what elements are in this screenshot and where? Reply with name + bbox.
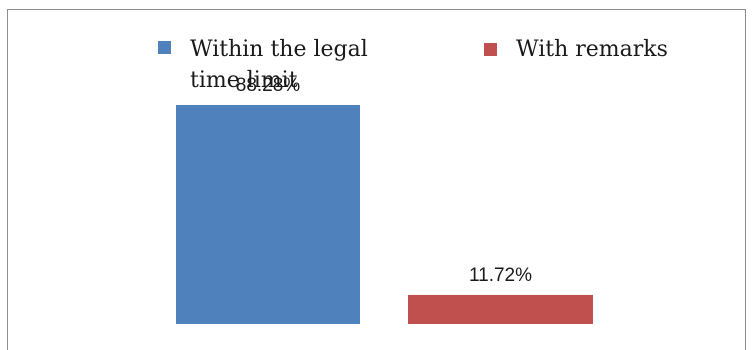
legend-label-within-limit-line1: Within the legal — [190, 37, 368, 62]
data-label-within-legal-time-limit: 88.28% — [236, 75, 301, 96]
data-label-with-remarks: 11.72% — [469, 265, 532, 286]
legend-label-within-limit-line2: time limit — [190, 68, 298, 93]
data-labels: 88.28% 11.72% — [236, 75, 532, 286]
bar-within-legal-time-limit — [176, 105, 360, 324]
legend: Within the legal time limit With remarks — [158, 37, 668, 93]
legend-label-with-remarks: With remarks — [516, 37, 668, 62]
chart-frame — [7, 9, 746, 350]
legend-swatch-with-remarks — [484, 43, 497, 56]
legend-swatch-within-limit — [158, 41, 171, 54]
bar-with-remarks — [408, 294, 593, 324]
bar-series — [176, 105, 593, 324]
